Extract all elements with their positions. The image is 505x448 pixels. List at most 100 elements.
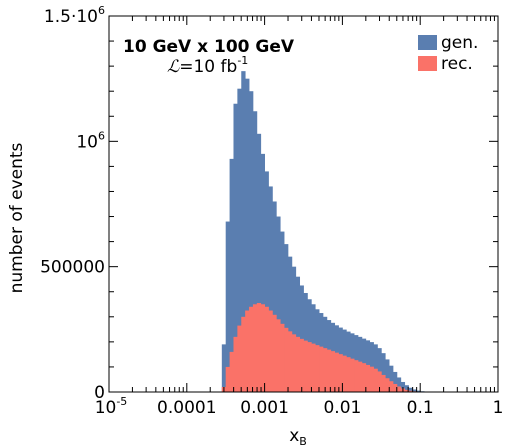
bar-gen bbox=[229, 158, 234, 392]
bar-rec bbox=[311, 343, 316, 392]
bar-rec bbox=[330, 351, 336, 392]
bar-rec bbox=[276, 319, 281, 392]
bar-rec bbox=[241, 316, 246, 392]
x-tick-label: 0.1 bbox=[407, 398, 434, 418]
bar-gen bbox=[408, 387, 413, 392]
bar-rec bbox=[322, 348, 328, 392]
bar-rec bbox=[264, 306, 269, 392]
bar-gen bbox=[385, 359, 390, 392]
bar-rec bbox=[342, 355, 347, 392]
x-tick-label: 0.0001 bbox=[157, 398, 216, 418]
bar-gen bbox=[276, 216, 281, 392]
bar-gen bbox=[400, 381, 406, 392]
x-tick-label: 0.001 bbox=[240, 398, 289, 418]
x-tick-label: 0.01 bbox=[323, 398, 361, 418]
bar-gen bbox=[241, 71, 246, 393]
chart-annotation-lumi: ℒ=10 fb-1 bbox=[167, 54, 248, 77]
bar-rec bbox=[287, 331, 293, 392]
bar-rec bbox=[256, 303, 262, 392]
bar-gen bbox=[404, 385, 409, 392]
bar-gen bbox=[291, 266, 297, 392]
legend-swatch-rec bbox=[418, 56, 437, 71]
legend-label-gen: gen. bbox=[441, 33, 478, 53]
chart-annotation-title: 10 GeV x 100 GeV bbox=[123, 37, 295, 57]
bar-rec bbox=[315, 345, 320, 392]
histogram-bars bbox=[221, 71, 437, 393]
bar-rec bbox=[361, 363, 367, 392]
bar-rec bbox=[404, 389, 409, 392]
bar-rec bbox=[373, 368, 378, 392]
bar-gen bbox=[268, 186, 273, 392]
bar-gen bbox=[287, 256, 293, 392]
bar-rec bbox=[303, 340, 308, 392]
bar-rec bbox=[249, 306, 254, 392]
bar-gen bbox=[284, 244, 289, 392]
bar-rec bbox=[396, 386, 402, 392]
bar-gen bbox=[295, 276, 301, 392]
bar-rec bbox=[319, 346, 324, 392]
x-axis-label: xB bbox=[289, 426, 307, 448]
bar-gen bbox=[264, 171, 269, 392]
bar-gen bbox=[225, 221, 230, 392]
bar-rec bbox=[389, 381, 394, 392]
bar-rec bbox=[291, 334, 297, 392]
bar-rec bbox=[252, 304, 258, 392]
bar-rec bbox=[229, 351, 234, 392]
series-rec bbox=[221, 303, 437, 392]
lumi-symbol: ℒ bbox=[167, 57, 180, 77]
bar-gen bbox=[396, 377, 402, 392]
bar-gen bbox=[249, 91, 254, 392]
bar-rec bbox=[357, 361, 363, 392]
bar-rec bbox=[350, 358, 355, 392]
bar-gen bbox=[389, 365, 394, 392]
bar-rec bbox=[245, 310, 250, 392]
bar-gen bbox=[233, 103, 238, 392]
bar-gen bbox=[416, 390, 421, 392]
bar-rec bbox=[295, 336, 301, 392]
bar-gen bbox=[245, 78, 250, 393]
y-axis-label: number of events bbox=[7, 142, 27, 293]
bar-gen bbox=[392, 371, 398, 392]
bar-rec bbox=[326, 349, 332, 392]
tick-labels: 10-5 0.0001 0.001 0.01 0.1 1 0 500000 106 1.5·106 bbox=[40, 4, 503, 418]
plot-frame bbox=[108, 15, 499, 393]
bar-gen bbox=[381, 353, 386, 392]
bar-gen bbox=[299, 285, 304, 392]
bar-rec bbox=[268, 310, 273, 392]
bar-gen bbox=[260, 153, 265, 392]
bar-gen bbox=[373, 344, 378, 392]
lumi-superscript: -1 bbox=[237, 54, 248, 67]
bar-rec bbox=[377, 371, 382, 392]
y-tick-label: 1.5·106 bbox=[44, 4, 105, 27]
bar-gen bbox=[221, 344, 227, 392]
bar-rec bbox=[280, 323, 285, 392]
bar-rec bbox=[346, 357, 351, 392]
bar-rec bbox=[385, 378, 390, 392]
bar-rec bbox=[260, 304, 265, 392]
bar-gen bbox=[237, 88, 242, 392]
bar-rec bbox=[299, 338, 304, 392]
bar-rec bbox=[225, 366, 230, 392]
bar-rec bbox=[369, 366, 374, 392]
x-tick-label: 10-5 bbox=[95, 395, 128, 418]
y-tick-label: 500000 bbox=[40, 258, 105, 278]
bar-gen bbox=[272, 201, 277, 392]
bar-rec bbox=[338, 354, 343, 392]
bar-rec bbox=[354, 360, 359, 392]
legend: gen. rec. bbox=[418, 33, 478, 74]
bar-rec bbox=[365, 364, 371, 392]
bar-rec bbox=[392, 383, 398, 392]
y-tick-label: 106 bbox=[76, 129, 105, 152]
bar-rec bbox=[381, 374, 386, 392]
bar-rec bbox=[307, 342, 312, 392]
bar-rec bbox=[408, 390, 413, 392]
bar-rec bbox=[334, 352, 339, 392]
y-tick-label: 0 bbox=[94, 383, 105, 403]
bar-gen bbox=[280, 231, 285, 392]
bar-rec bbox=[237, 325, 242, 392]
bar-gen bbox=[377, 348, 382, 392]
x-axis-label-subscript: B bbox=[299, 435, 307, 448]
legend-swatch-gen bbox=[418, 35, 437, 50]
legend-label-rec: rec. bbox=[441, 54, 473, 74]
